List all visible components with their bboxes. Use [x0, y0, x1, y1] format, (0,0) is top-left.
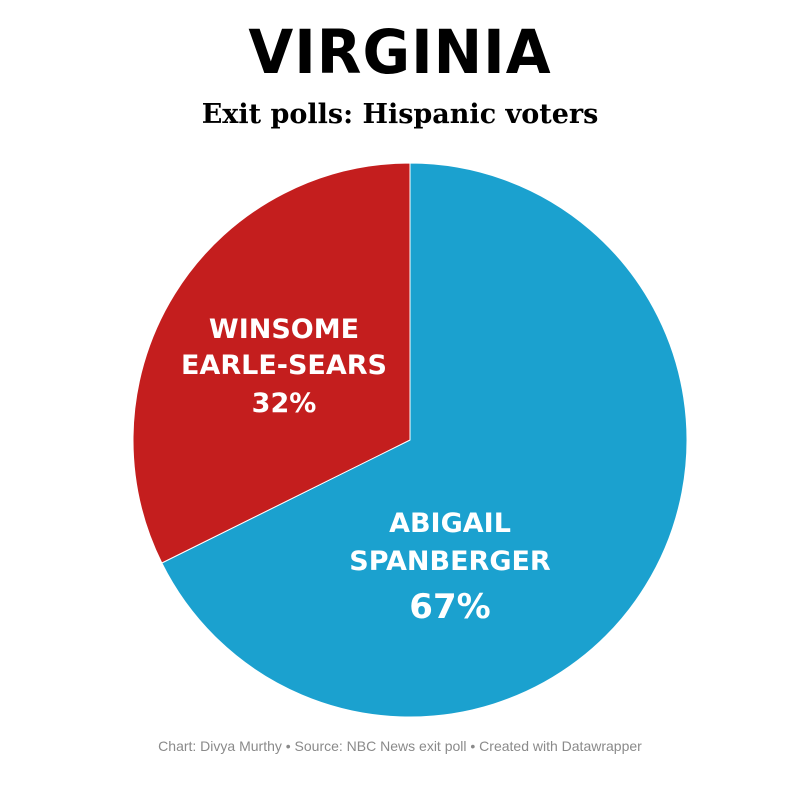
slice-value-label: 32% — [252, 388, 317, 419]
slice-label-group: WINSOME EARLE-SEARS 32% — [181, 314, 387, 419]
slice-label-group: ABIGAIL SPANBERGER 67% — [349, 508, 551, 627]
slice-name-label: ABIGAIL — [389, 508, 511, 539]
slice-value-label: 67% — [409, 587, 490, 627]
pie-slice-winsome-earle-sears — [132, 162, 411, 564]
chart-title: VIRGINIA — [248, 16, 552, 88]
slice-name-label: EARLE-SEARS — [181, 350, 387, 381]
chart-credit: Chart: Divya Murthy • Source: NBC News e… — [158, 738, 642, 754]
chart-subtitle: Exit polls: Hispanic voters — [201, 99, 599, 130]
slice-name-label: SPANBERGER — [349, 546, 551, 577]
pie-slice-abigail-spanberger — [161, 162, 688, 718]
slice-name-label: WINSOME — [209, 314, 359, 345]
